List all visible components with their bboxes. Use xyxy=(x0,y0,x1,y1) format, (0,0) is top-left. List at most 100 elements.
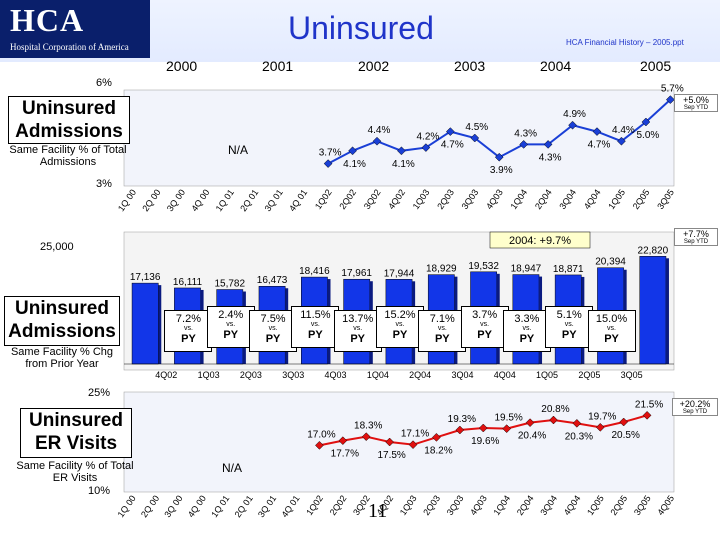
x-tick-label: 3Q 01 xyxy=(256,493,278,519)
file-name: HCA Financial History – 2005.ppt xyxy=(566,38,684,47)
callout-pct: 7.2% xyxy=(175,313,201,325)
x-tick-label: 3Q03 xyxy=(282,370,304,380)
year-label-2004: 2004 xyxy=(540,58,572,74)
callout-pct: 7.5% xyxy=(260,313,286,325)
callout-pct: 3.7% xyxy=(472,309,498,321)
y-tick-bottom: 10% xyxy=(88,485,110,497)
data-point xyxy=(315,440,324,450)
chart3-subtitle: Same Facility % of Total ER Visits xyxy=(16,460,134,484)
x-tick-label: 2Q05 xyxy=(608,493,629,517)
y-tick-top: 6% xyxy=(96,78,112,89)
ytd-value: +7.7% xyxy=(683,229,709,239)
bar-value-label: 16,473 xyxy=(257,275,288,286)
callout-pct: 11.5% xyxy=(300,309,331,321)
data-label: 4.2% xyxy=(416,132,439,143)
bar xyxy=(639,256,667,365)
x-tick-label: 1Q 01 xyxy=(214,187,236,213)
ytd-value: +5.0% xyxy=(683,95,709,105)
callout-pct: 15.0% xyxy=(595,313,628,325)
year-label-2000: 2000 xyxy=(166,58,198,74)
data-point xyxy=(519,140,529,149)
data-label: 4.5% xyxy=(465,122,488,133)
chart3-ytd-badge: +20.2% Sep YTD xyxy=(672,398,718,416)
bar-value-label: 17,961 xyxy=(341,268,372,279)
x-tick-label: 3Q 01 xyxy=(263,187,285,213)
data-point xyxy=(543,140,553,149)
pct-change-callout: 3.3% vs. PY xyxy=(502,310,551,352)
callout-pct: 2.4% xyxy=(218,309,244,321)
chart1-ytd-badge: +5.0% Sep YTD xyxy=(674,94,718,112)
data-point xyxy=(338,436,348,446)
x-tick-label: 3Q04 xyxy=(451,370,473,380)
data-label: 20.8% xyxy=(541,404,569,415)
callout-vs: vs. xyxy=(310,321,320,328)
plot-area xyxy=(123,89,675,187)
ytd-label: Sep YTD xyxy=(682,409,708,415)
x-tick-label: 2Q03 xyxy=(240,370,262,380)
x-tick-label: 3Q04 xyxy=(557,187,578,211)
y-tick-bottom: 3% xyxy=(96,178,112,190)
x-tick-label: 4Q 01 xyxy=(287,187,309,213)
x-tick-label: 2Q 00 xyxy=(140,187,162,213)
callout-py: PY xyxy=(308,329,323,341)
page-number: 11 xyxy=(368,500,388,522)
hca-logo: HCA Hospital Corporation of America xyxy=(0,0,150,58)
callout-pct: 5.1% xyxy=(556,309,582,321)
callout-vs: vs. xyxy=(522,325,532,332)
ytd-label: Sep YTD xyxy=(683,105,709,111)
pct-change-callout: 5.1% vs. PY xyxy=(545,306,594,348)
callout-py: PY xyxy=(181,333,196,345)
data-label: 19.3% xyxy=(448,414,476,425)
x-tick-label: 1Q05 xyxy=(536,370,558,380)
data-label: 19.6% xyxy=(471,436,499,447)
callout-vs: vs. xyxy=(226,321,236,328)
x-tick-label: 1Q 00 xyxy=(116,187,138,213)
x-tick-label: 3Q03 xyxy=(445,493,466,517)
chart3-title: Uninsured ER Visits xyxy=(20,408,132,458)
data-label: 20.4% xyxy=(518,431,546,442)
data-label: 17.7% xyxy=(331,449,359,460)
x-tick-label: 4Q05 xyxy=(655,493,676,517)
callout-py: PY xyxy=(604,333,619,345)
x-tick-label: 3Q03 xyxy=(460,187,481,211)
x-tick-label: 4Q 01 xyxy=(279,493,301,519)
data-point xyxy=(549,415,558,425)
pct-change-callout: 7.5% vs. PY xyxy=(249,310,298,352)
data-label: 4.7% xyxy=(588,140,611,151)
data-label: 4.3% xyxy=(514,128,537,139)
year-label-2001: 2001 xyxy=(262,58,294,74)
x-tick-label: 2Q 01 xyxy=(233,493,255,519)
x-tick-label: 3Q02 xyxy=(362,187,383,211)
x-tick-label: 3Q 00 xyxy=(162,493,184,519)
x-tick-label: 1Q 00 xyxy=(116,493,138,519)
callout-py: PY xyxy=(392,329,408,341)
callout-pct: 15.2% xyxy=(384,309,416,321)
bar-value-label: 15,782 xyxy=(214,279,245,290)
data-point xyxy=(372,136,382,146)
data-label: 4.7% xyxy=(441,140,464,151)
x-tick-label: 3Q 00 xyxy=(165,187,187,213)
data-label: 17.1% xyxy=(401,429,429,440)
admissions-pct-chart: 6% 3% N/A 1Q 00 2Q 00 3Q 00 4Q 00 1Q 01 2Q 01… xyxy=(96,78,684,213)
x-tick-label: 2Q04 xyxy=(515,493,536,517)
data-point xyxy=(525,418,535,428)
bar-shadow xyxy=(158,285,162,364)
callout-vs: vs. xyxy=(607,325,616,332)
data-point xyxy=(348,146,357,156)
x-tick-label: 2Q 00 xyxy=(139,493,161,519)
x-tick-label: 2Q02 xyxy=(328,493,349,517)
x-tick-label: 1Q02 xyxy=(313,187,334,211)
data-point xyxy=(432,432,441,442)
data-label: 4.1% xyxy=(392,159,415,170)
callout-pct: 3.3% xyxy=(514,313,540,325)
data-label: 5.0% xyxy=(636,130,659,141)
data-label: 4.9% xyxy=(563,109,586,120)
x-tick-label: 4Q02 xyxy=(386,187,407,211)
plot-area xyxy=(123,391,675,493)
x-tick-label: 3Q05 xyxy=(632,493,653,517)
x-tick-label: 3Q05 xyxy=(655,187,676,211)
pct-change-callout: 7.2% vs. PY xyxy=(164,310,213,352)
data-label: 3.9% xyxy=(490,165,513,176)
ytd-value: +20.2% xyxy=(679,399,711,409)
data-point xyxy=(494,152,504,162)
